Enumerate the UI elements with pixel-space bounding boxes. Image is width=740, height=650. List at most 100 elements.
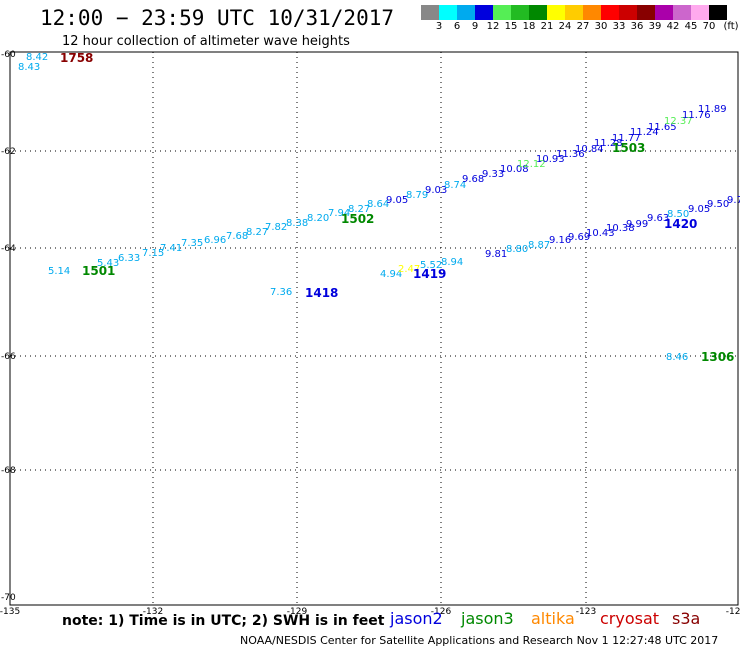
color-swatch [475,5,493,20]
wave-height-value: 7.68 [226,231,248,242]
color-scale-tick-label: 45 [684,21,698,32]
lat-lon-grid [9,51,739,606]
color-swatch [691,5,709,20]
color-swatch [529,5,547,20]
color-scale-tick-label: 30 [594,21,608,32]
page-title: 12:00 − 23:59 UTC 10/31/2017 [40,6,395,30]
units-note: note: 1) Time is in UTC; 2) SWH is in fe… [62,613,385,629]
legend-s3a: s3a [672,609,701,628]
color-scale-tick-label: 33 [612,21,626,32]
color-swatch [655,5,673,20]
color-scale-tick-label: 18 [522,21,536,32]
wave-height-value: 7.41 [160,243,182,254]
color-scale-tick-label: 6 [453,21,461,32]
wave-height-value: 5.43 [97,258,119,269]
color-scale-tick-label: 39 [648,21,662,32]
wave-height-value: 8.74 [444,180,466,191]
pass-time-label: 1418 [305,286,338,300]
wave-height-value: 2.47 [398,264,420,275]
wave-height-value: 9.05 [688,204,710,215]
wave-height-value: 9.16 [549,235,571,246]
wave-height-value: 9.50 [707,199,729,210]
longitude-tick-label: -123 [576,607,596,617]
color-scale-tick-label: 24 [558,21,572,32]
pass-time-label: 1420 [664,217,697,231]
wave-height-value: 11.77 [612,133,641,144]
wave-height-value: 10.08 [500,164,529,175]
wave-height-value: 10.43 [586,228,615,239]
wave-height-value: 10.38 [606,223,635,234]
pass-time-label: 1419 [413,267,446,281]
wave-height-value: 10.84 [575,144,604,155]
wave-height-value: 11.76 [682,110,711,121]
wave-height-value: 9.69 [568,232,590,243]
axis-ticks: -135 -132 -129 -126 -123 -120 -60 -62 -64 -66 -68 -… [0,50,740,617]
wave-height-value: 6.96 [204,235,226,246]
wave-height-value: 11.89 [698,104,727,115]
color-swatch [421,5,439,20]
color-scale-tick-label: 15 [504,21,518,32]
color-swatch [439,5,457,20]
wave-height-value: 8.38 [286,218,308,229]
wave-height-value: 8.43 [18,62,40,73]
wave-height-value: 8.87 [528,240,550,251]
wave-height-value: 9.63 [647,213,669,224]
color-scale-tick-label: 27 [576,21,590,32]
wave-height-value: 7.15 [142,248,164,259]
wave-height-labels: 8.428.43 5.14 5.436.33 7.157.417.35 6.96 7.68… [18,51,740,364]
wave-height-value: 12.12 [517,159,546,170]
color-scale-tick-label: 36 [630,21,644,32]
wave-height-value: 9.05 [386,195,408,206]
wave-height-value: 9.81 [485,249,507,260]
latitude-tick-label: -70 [1,593,16,603]
legend-altika: altika [531,609,575,628]
latitude-tick-label: -60 [1,50,16,60]
wave-height-value: 6.33 [118,253,140,264]
wave-height-value: 9.99 [626,219,648,230]
color-swatch [457,5,475,20]
wave-height-value: 5.52 [420,260,442,271]
wave-height-value: 7.82 [265,222,287,233]
color-scale-labels: 3 6 9 12 15 18 21 24 27 30 33 36 39 42 45 70 (ft) [421,21,740,33]
color-swatch [493,5,511,20]
color-scale-tick-label: 70 [702,21,716,32]
latitude-tick-label: -64 [1,244,16,254]
wave-height-value: 8.50 [667,209,689,220]
wave-height-value: 8.80 [506,244,528,255]
wave-height-value: 8.94 [441,257,463,268]
wave-height-value: 11.24 [630,127,659,138]
color-scale-tick-label: 21 [540,21,554,32]
pass-time-label: 1502 [341,212,374,226]
longitude-tick-label: -120 [726,607,740,617]
color-swatch [601,5,619,20]
color-swatch [673,5,691,20]
wave-height-value: 8.79 [406,190,428,201]
pass-time-label: 1758 [60,51,93,65]
wave-height-value: 5.14 [48,266,70,277]
color-scale-tick-label: 42 [666,21,680,32]
wave-height-value: 8.42 [26,52,48,63]
wave-height-value: 8.64 [367,199,389,210]
wave-height-value: 9.68 [462,174,484,185]
wave-height-value: 8.27 [348,204,370,215]
wave-height-value: 10.93 [536,154,565,165]
wave-height-value: 9.33 [482,169,504,180]
color-swatch [583,5,601,20]
pass-time-label: 1503 [612,141,645,155]
longitude-tick-label: -132 [143,607,163,617]
pass-time-label: 1306 [701,350,734,364]
color-scale-unit: (ft) [723,21,739,32]
wave-height-value: 11.65 [648,122,677,133]
credit-line: NOAA/NESDIS Center for Satellite Applica… [240,634,719,647]
longitude-tick-label: -135 [0,607,20,617]
wave-height-value: 4.94 [380,269,402,280]
color-scale-tick-label: 3 [435,21,443,32]
color-scale-tick-label: 9 [471,21,479,32]
latitude-tick-label: -62 [1,147,16,157]
wave-height-value: 8.46 [666,352,688,363]
color-swatch [709,5,727,20]
color-swatch [565,5,583,20]
map-frame [9,51,739,606]
color-swatch [637,5,655,20]
